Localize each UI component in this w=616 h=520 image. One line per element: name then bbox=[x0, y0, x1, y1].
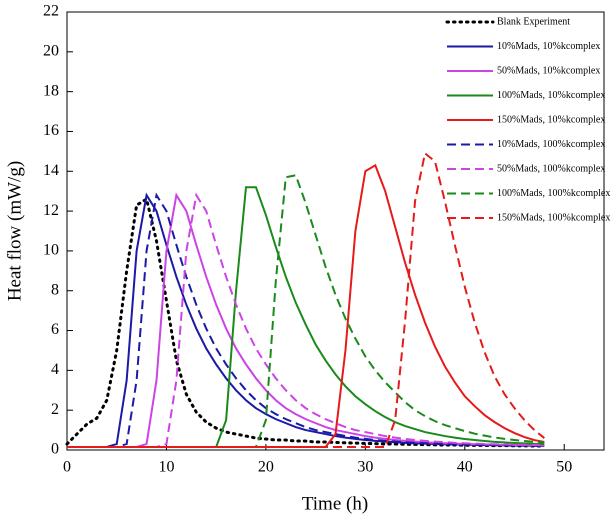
legend-label: 100%Mads, 10%kcomplex bbox=[497, 90, 605, 101]
y-tick-label: 12 bbox=[43, 202, 59, 219]
x-tick-label: 20 bbox=[258, 459, 274, 476]
legend-label: 150%Mads, 100%kcomplex bbox=[497, 212, 610, 223]
legend-label: Blank Experiment bbox=[497, 16, 570, 27]
legend-label: 10%Mads, 10%kcomplex bbox=[497, 41, 600, 52]
plot-frame bbox=[66, 11, 605, 451]
legend-label: 50%Mads, 10%kcomplex bbox=[497, 65, 600, 76]
legend-label: 100%Mads, 100%kcomplex bbox=[497, 188, 610, 199]
legend-label: 10%Mads, 100%kcomplex bbox=[497, 139, 605, 150]
data-line bbox=[67, 192, 545, 449]
y-tick-label: 10 bbox=[43, 242, 59, 259]
data-line bbox=[67, 151, 545, 449]
x-tick-label: 30 bbox=[357, 459, 373, 476]
x-tick-label: 10 bbox=[158, 459, 174, 476]
data-line bbox=[67, 174, 545, 449]
y-tick-label: 8 bbox=[51, 281, 59, 298]
y-tick-label: 22 bbox=[43, 3, 59, 20]
x-tick-label: 0 bbox=[63, 459, 71, 476]
legend-label: 50%Mads, 100%kcomplex bbox=[497, 163, 605, 174]
y-tick-label: 4 bbox=[51, 361, 59, 378]
x-axis-label: Time (h) bbox=[302, 493, 368, 514]
y-tick-label: 18 bbox=[43, 82, 59, 99]
data-line bbox=[67, 192, 545, 449]
data-line bbox=[67, 163, 545, 449]
y-tick-label: 16 bbox=[43, 122, 59, 139]
x-tick-label: 50 bbox=[556, 459, 572, 476]
y-tick-label: 2 bbox=[51, 401, 59, 418]
legend-label: 150%Mads, 10%kcomplex bbox=[497, 114, 605, 125]
y-axis-label: Heat flow (mW/g) bbox=[4, 161, 25, 301]
y-tick-label: 14 bbox=[43, 162, 59, 179]
y-tick-label: 6 bbox=[51, 321, 59, 338]
y-tick-label: 20 bbox=[43, 42, 59, 59]
y-tick-label: 0 bbox=[51, 441, 59, 458]
x-tick-label: 40 bbox=[457, 459, 473, 476]
